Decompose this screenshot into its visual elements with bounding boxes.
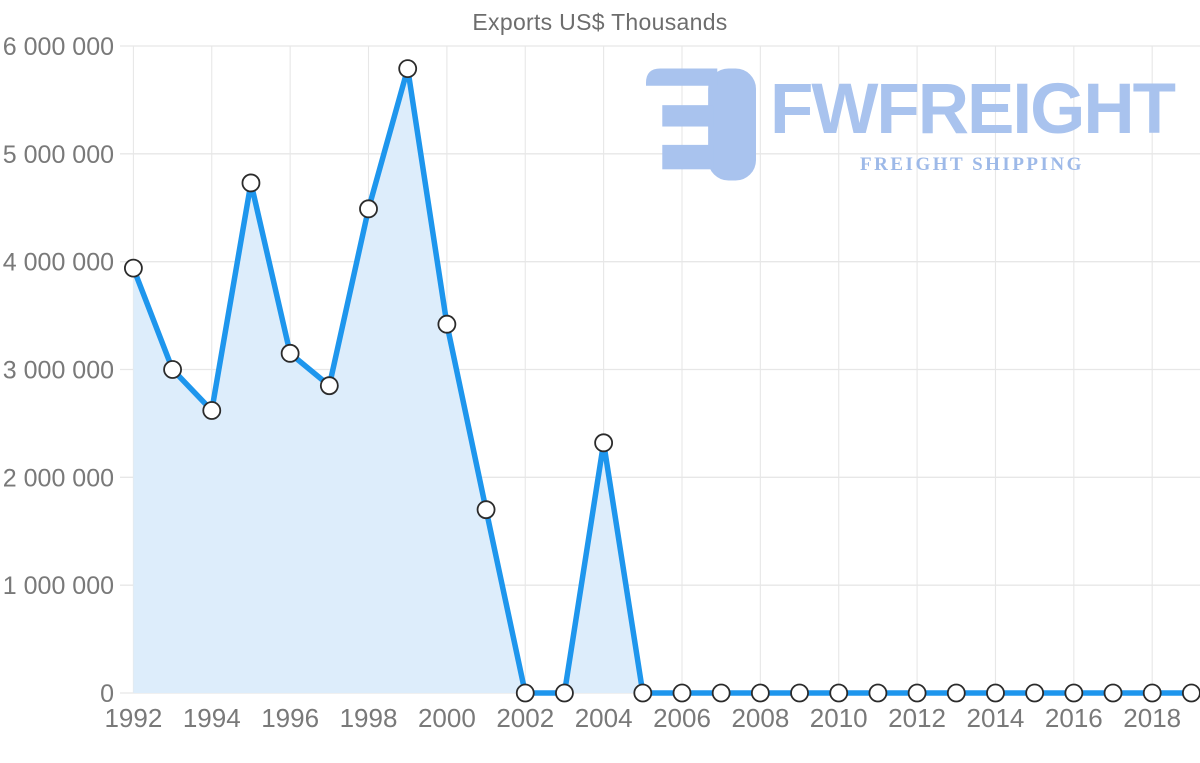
logo-glyph [646,68,756,181]
y-tick-label: 0 [100,680,114,708]
x-tick-label: 2008 [731,703,789,733]
x-tick-label: 2004 [575,703,633,733]
data-point-1992[interactable] [123,258,143,278]
data-point-2008[interactable] [750,683,770,703]
y-tick-label: 6 000 000 [3,33,114,61]
data-point-2014[interactable] [986,683,1005,703]
x-tick-label: 2002 [496,703,554,733]
x-tick-label: 1992 [104,703,162,733]
data-point-1993[interactable] [163,360,182,379]
data-point-2018[interactable] [1142,683,1162,703]
data-point-2010[interactable] [829,683,849,703]
x-tick-label: 2010 [810,703,868,733]
data-point-2004[interactable] [594,433,614,453]
data-point-2019[interactable] [1181,683,1200,703]
x-tick-label: 2018 [1123,703,1181,733]
y-tick-label: 5 000 000 [3,141,114,169]
x-tick-label: 2014 [967,703,1025,733]
data-point-2006[interactable] [672,683,692,703]
data-point-1999[interactable] [398,59,418,79]
data-point-2017[interactable] [1103,683,1123,703]
data-point-2001[interactable] [476,500,496,520]
data-point-2012[interactable] [907,683,927,703]
x-tick-label: 1998 [340,703,398,733]
x-tick-label: 2012 [888,703,946,733]
data-point-2003[interactable] [555,683,574,703]
series-line [130,65,1195,696]
logo-subtitle: FREIGHT SHIPPING [860,154,1084,175]
chart-title: Exports US$ Thousands [472,9,728,35]
data-point-2013[interactable] [946,683,966,703]
x-tick-label: 2016 [1045,703,1103,733]
data-point-2005[interactable] [633,683,653,703]
x-tick-label: 1996 [261,703,319,733]
logo-wordmark: FWFREIGHT [770,70,1176,149]
data-point-1997[interactable] [319,376,339,396]
y-tick-label: 1 000 000 [3,572,114,600]
fwfreight-logo-icon [646,68,756,181]
data-point-2015[interactable] [1025,683,1045,703]
y-tick-label: 3 000 000 [3,357,114,385]
data-point-2011[interactable] [868,683,888,703]
data-point-1998[interactable] [359,199,378,219]
data-point-1996[interactable] [280,343,300,363]
data-point-1994[interactable] [202,401,222,420]
x-tick-label: 2000 [418,703,476,733]
x-tick-label: 2006 [653,703,711,733]
x-tick-label: 1994 [183,703,241,733]
y-tick-label: 4 000 000 [3,249,114,277]
data-point-2000[interactable] [437,314,457,334]
series-area-fill [133,68,1192,693]
y-tick-label: 2 000 000 [3,464,114,492]
data-point-2007[interactable] [711,683,731,703]
data-point-2016[interactable] [1064,683,1084,703]
data-point-2002[interactable] [515,683,535,703]
fwfreight-logo: FWFREIGHT FREIGHT SHIPPING [646,68,1176,181]
logo-text: FWFREIGHT FREIGHT SHIPPING [770,68,1176,176]
data-point-1995[interactable] [241,173,261,193]
data-point-2009[interactable] [790,683,809,703]
